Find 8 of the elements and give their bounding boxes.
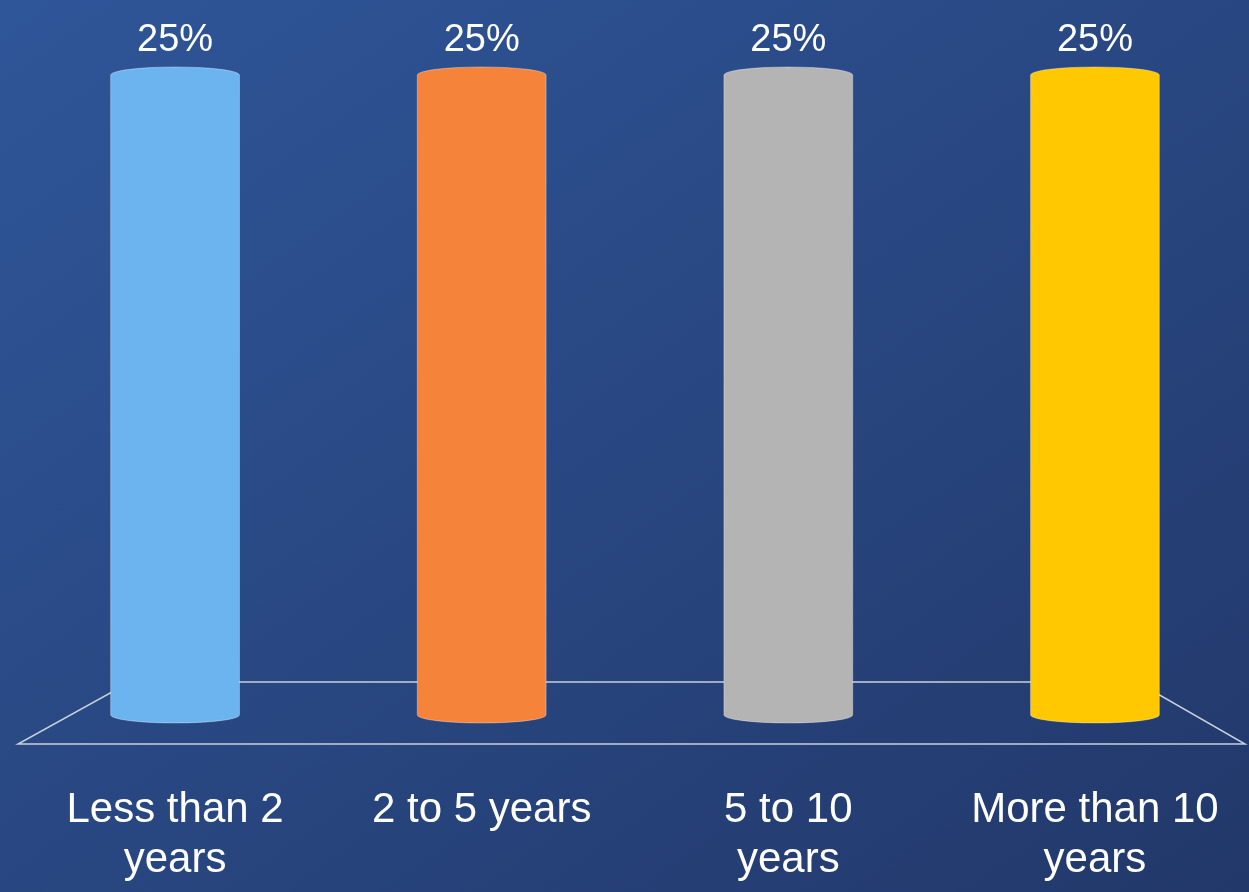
x-tick-label: More than 10 years (971, 784, 1219, 881)
data-label: 25% (443, 17, 520, 59)
data-label: 25% (137, 17, 214, 59)
data-label: 25% (1056, 17, 1133, 59)
x-tick-label: Less than 2 years (66, 784, 284, 881)
x-tick-label: 2 to 5 years (371, 784, 592, 831)
data-label: 25% (750, 17, 827, 59)
x-tick-label: 5 to 10 years (724, 784, 853, 881)
